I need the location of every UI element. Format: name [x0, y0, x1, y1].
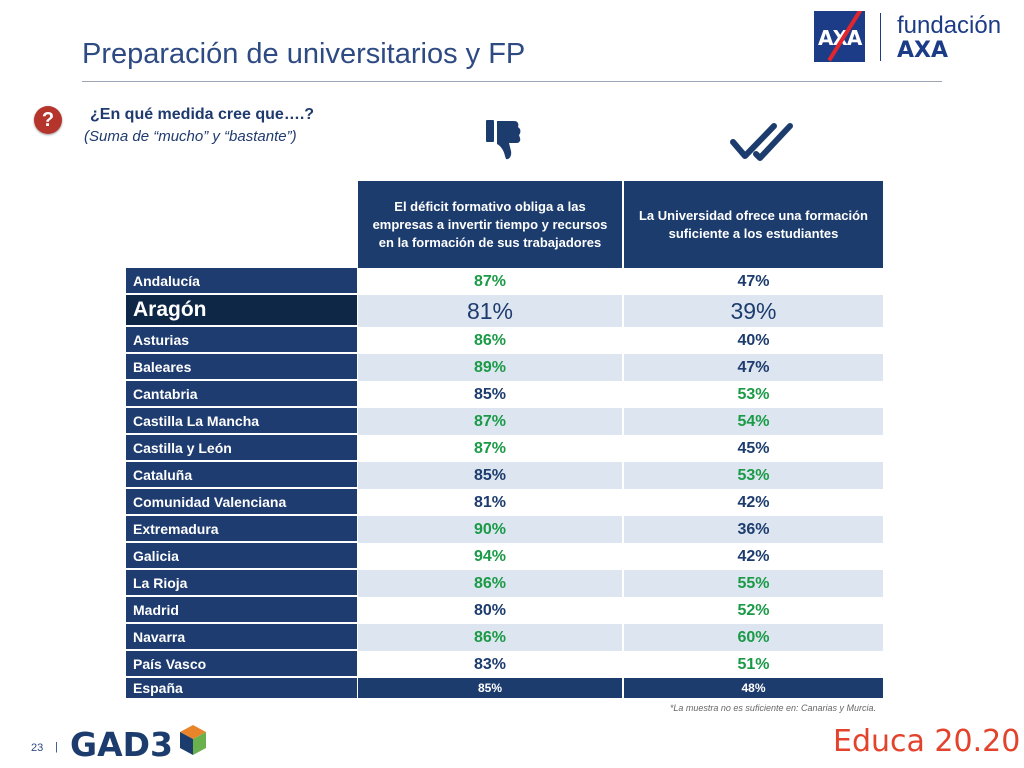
results-table: Andalucía 87% 47% Aragón 81% 39% Asturia… [126, 268, 883, 698]
university-value: 53% [737, 385, 770, 403]
region-label: Andalucía [126, 268, 357, 295]
region-label: Cataluña [126, 462, 357, 489]
table-row: Comunidad Valenciana 81% 42% [126, 489, 883, 516]
university-value: 53% [624, 462, 883, 489]
region-label: Castilla La Mancha [126, 408, 357, 435]
region-label: Galicia [126, 543, 357, 570]
deficit-value: 85% [358, 462, 622, 489]
deficit-value: 87% [358, 408, 622, 435]
region-label: Castilla y León [126, 435, 357, 462]
column-header-deficit: El déficit formativo obliga a las empres… [358, 181, 622, 268]
title-divider [82, 81, 942, 82]
table-row: Madrid 80% 52% [126, 597, 883, 624]
page-separator: | [55, 741, 58, 753]
question-text: ¿En qué medida cree que….? [90, 106, 315, 123]
table-row: Castilla La Mancha 87% 54% [126, 408, 883, 435]
university-value: 48% [624, 678, 883, 698]
region-label: Madrid [126, 597, 357, 624]
university-value: 47% [737, 272, 770, 290]
university-value: 42% [737, 547, 770, 565]
deficit-value: 87% [473, 439, 507, 457]
university-value: 52% [737, 601, 770, 619]
table-row: Extremadura 90% 36% [126, 516, 883, 543]
university-value: 40% [737, 331, 770, 349]
deficit-value: 94% [473, 547, 507, 565]
brand-separator [880, 13, 881, 61]
page-title: Preparación de universitarios y FP [82, 38, 526, 70]
table-row: Galicia 94% 42% [126, 543, 883, 570]
region-label: Asturias [126, 327, 357, 354]
deficit-value: 90% [358, 516, 622, 543]
region-label: La Rioja [126, 570, 357, 597]
university-value: 51% [737, 655, 770, 673]
double-check-icon [730, 123, 793, 161]
university-value: 45% [737, 439, 770, 457]
region-label: España [126, 678, 357, 698]
table-row: Navarra 86% 60% [126, 624, 883, 651]
deficit-value: 87% [473, 272, 507, 290]
deficit-value: 81% [473, 493, 507, 511]
column-header-university: La Universidad ofrece una formación sufi… [624, 181, 883, 268]
deficit-value: 85% [358, 678, 622, 698]
brand-name-bottom: AXA [897, 38, 949, 63]
table-row-total: España 85% 48% [126, 678, 883, 698]
university-value: 60% [624, 624, 883, 651]
university-value: 47% [624, 354, 883, 381]
university-value: 39% [624, 295, 883, 327]
table-row: Castilla y León 87% 45% [126, 435, 883, 462]
region-label: Cantabria [126, 381, 357, 408]
deficit-value: 80% [473, 601, 507, 619]
region-label: Comunidad Valenciana [126, 489, 357, 516]
region-label: País Vasco [126, 651, 357, 678]
deficit-value: 86% [358, 570, 622, 597]
page-number: 23 [31, 742, 44, 754]
region-label: Extremadura [126, 516, 357, 543]
thumbs-down-icon [486, 120, 521, 160]
university-value: 42% [737, 493, 770, 511]
brand-name-top: fundación [897, 12, 1002, 39]
deficit-value: 86% [473, 331, 507, 349]
region-label: Navarra [126, 624, 357, 651]
deficit-value: 83% [473, 655, 507, 673]
table-row: País Vasco 83% 51% [126, 651, 883, 678]
table-row: Baleares 89% 47% [126, 354, 883, 381]
university-value: 55% [624, 570, 883, 597]
question-subtext: (Suma de “mucho” y “bastante”) [84, 128, 297, 145]
axa-logo: AXA [814, 11, 865, 62]
deficit-value: 86% [358, 624, 622, 651]
gad3-cube-icon [180, 725, 206, 755]
deficit-value: 81% [358, 295, 622, 327]
table-row: La Rioja 86% 55% [126, 570, 883, 597]
gad3-logo: GAD3 [70, 725, 173, 764]
footnote: *La muestra no es suficiente en: Canaria… [669, 703, 876, 713]
table-row: Cantabria 85% 53% [126, 381, 883, 408]
question-icon: ? [34, 106, 62, 134]
educa-logo: Educa 20.20 [833, 724, 1021, 759]
deficit-value: 89% [358, 354, 622, 381]
table-row: Asturias 86% 40% [126, 327, 883, 354]
region-label: Baleares [126, 354, 357, 381]
table-row: Andalucía 87% 47% [126, 268, 883, 295]
table-row-highlighted: Aragón 81% 39% [126, 295, 883, 327]
university-value: 54% [624, 408, 883, 435]
region-label: Aragón [126, 295, 357, 327]
table-row: Cataluña 85% 53% [126, 462, 883, 489]
deficit-value: 85% [473, 385, 507, 403]
university-value: 36% [624, 516, 883, 543]
